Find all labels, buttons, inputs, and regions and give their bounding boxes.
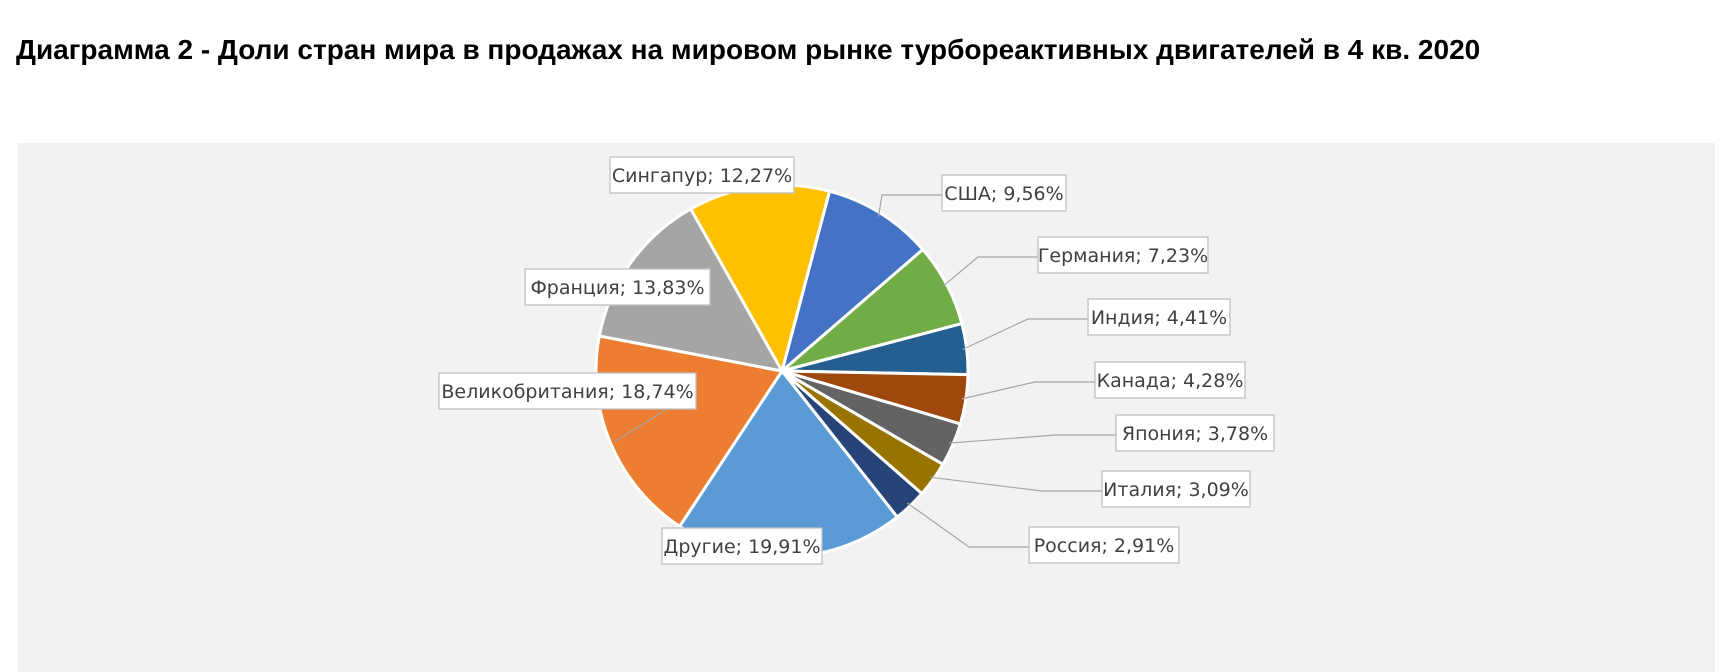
data-label-box-9 bbox=[438, 372, 697, 410]
data-label-box-1 bbox=[941, 174, 1067, 212]
leader-line-4 bbox=[961, 381, 1095, 400]
leader-line-1 bbox=[877, 194, 942, 217]
data-label-6: Италия; 3,09% bbox=[1103, 479, 1249, 501]
data-label-box-6 bbox=[1101, 470, 1251, 508]
data-label-5: Япония; 3,78% bbox=[1122, 423, 1268, 445]
data-label-box-2 bbox=[1037, 236, 1209, 274]
leader-lines bbox=[614, 194, 1116, 548]
data-label-box-8 bbox=[661, 527, 823, 565]
data-label-box-4 bbox=[1094, 361, 1246, 399]
data-label-10: Франция; 13,83% bbox=[530, 277, 704, 299]
leader-line-2 bbox=[942, 256, 1038, 287]
data-label-1: США; 9,56% bbox=[944, 183, 1063, 205]
data-label-box-5 bbox=[1115, 414, 1275, 452]
page-title: Диаграмма 2 - Доли стран мира в продажах… bbox=[16, 34, 1481, 65]
data-label-box-10 bbox=[524, 268, 711, 306]
data-label-7: Россия; 2,91% bbox=[1034, 535, 1175, 557]
leader-line-7 bbox=[906, 502, 1029, 548]
pie-chart: США; 9,56% Германия; 7,23% Индия; 4,41% Кан… bbox=[438, 156, 1275, 565]
data-label-8: Другие; 19,91% bbox=[663, 536, 820, 558]
data-labels: США; 9,56% Германия; 7,23% Индия; 4,41% Кан… bbox=[438, 156, 1275, 565]
data-label-box-3 bbox=[1087, 298, 1231, 336]
pie-slices bbox=[594, 183, 970, 559]
pie-slice-1 bbox=[779, 189, 925, 376]
leader-line-6 bbox=[929, 476, 1102, 492]
data-label-box-7 bbox=[1028, 526, 1180, 564]
leader-line-3 bbox=[962, 318, 1088, 350]
data-label-9: Великобритания; 18,74% bbox=[441, 381, 693, 403]
chart-area: США; 9,56% Германия; 7,23% Индия; 4,41% Кан… bbox=[18, 143, 1715, 672]
data-label-2: Германия; 7,23% bbox=[1038, 245, 1208, 267]
data-label-3: Индия; 4,41% bbox=[1091, 307, 1227, 329]
data-label-11: Сингапур; 12,27% bbox=[612, 165, 792, 187]
data-label-4: Канада; 4,28% bbox=[1097, 370, 1244, 392]
leader-line-5 bbox=[949, 434, 1116, 444]
data-label-box-11 bbox=[609, 156, 795, 194]
